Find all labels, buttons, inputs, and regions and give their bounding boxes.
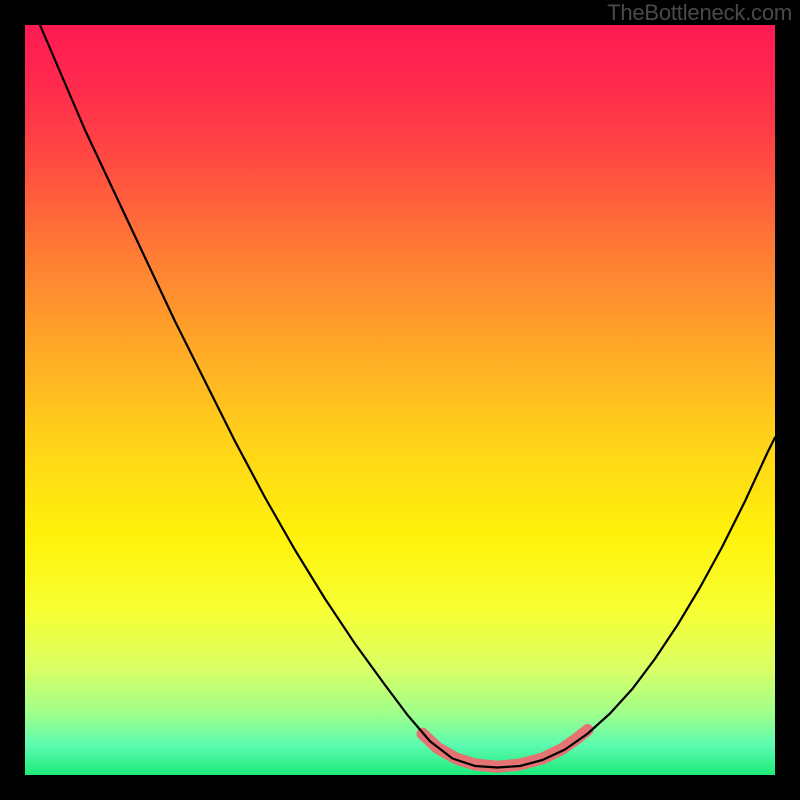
plot-area	[25, 25, 775, 775]
highlight-band	[423, 730, 588, 767]
watermark-text: TheBottleneck.com	[607, 0, 792, 26]
plot-svg	[25, 25, 775, 775]
bottleneck-curve	[40, 25, 775, 768]
chart-stage: TheBottleneck.com	[0, 0, 800, 800]
